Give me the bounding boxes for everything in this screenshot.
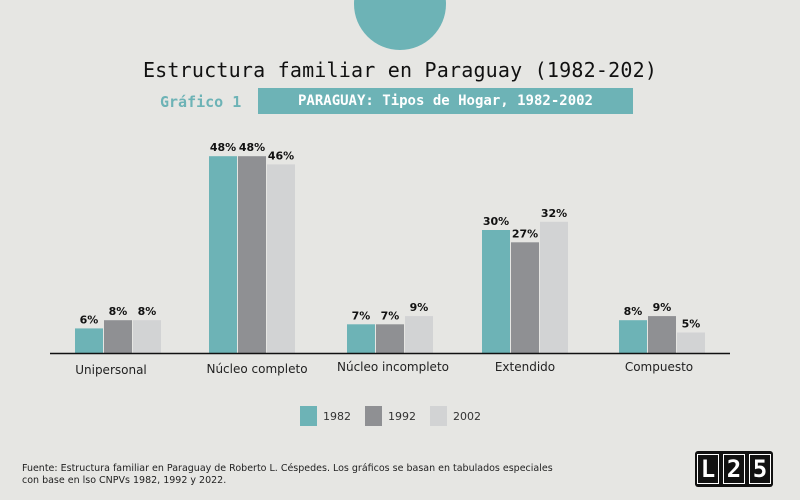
data-label-2002-2: 9% [410,301,429,314]
legend: 1982 1992 2002 [300,406,495,426]
data-label-2002-3: 32% [541,207,567,220]
source-line-1: Fuente: Estructura familiar en Paraguay … [22,463,553,474]
logo-char-2: 2 [723,454,745,484]
category-label-2: Núcleo incompleto [337,360,449,374]
category-label-0: Unipersonal [75,363,147,377]
legend-swatch-2002 [430,406,447,426]
graphic-number: Gráfico 1 [160,93,242,111]
legend-item-1982: 1982 [300,406,351,426]
bar-2002-1 [267,164,295,353]
bar-2002-4 [677,332,705,353]
bar-1982-2 [347,324,375,353]
data-label-1982-3: 30% [483,215,509,228]
bar-1982-3 [482,230,510,353]
source-note: Fuente: Estructura familiar en Paraguay … [22,463,582,487]
data-label-1992-3: 27% [512,227,538,240]
category-label-4: Compuesto [625,360,693,374]
category-label-3: Extendido [495,360,555,374]
data-label-2002-0: 8% [138,305,157,318]
logo-char-3: 5 [749,454,771,484]
chart-subtitle: PARAGUAY: Tipos de Hogar, 1982-2002 [258,88,633,114]
data-label-1982-0: 6% [80,313,99,326]
bar-1982-0 [75,328,103,353]
data-label-1982-4: 8% [624,305,643,318]
l25-logo: L 2 5 [695,451,773,487]
bar-1992-0 [104,320,132,353]
legend-item-2002: 2002 [430,406,481,426]
legend-swatch-1982 [300,406,317,426]
data-label-1992-1: 48% [239,141,265,154]
bar-1992-1 [238,156,266,353]
source-line-2: con base en lso CNPVs 1982, 1992 y 2022. [22,475,227,486]
logo-char-1: L [697,454,719,484]
legend-label-1992: 1992 [388,409,416,423]
bar-2002-2 [405,316,433,353]
bar-1982-4 [619,320,647,353]
legend-label-1982: 1982 [323,409,351,423]
bar-1982-1 [209,156,237,353]
bar-1992-2 [376,324,404,353]
data-label-1992-0: 8% [109,305,128,318]
data-label-2002-4: 5% [682,318,701,331]
bar-2002-3 [540,221,568,353]
legend-label-2002: 2002 [453,409,481,423]
data-label-1992-4: 9% [653,301,672,314]
bar-2002-0 [133,320,161,353]
chart-title: Estructura familiar en Paraguay (1982-20… [142,58,658,82]
bar-1992-4 [648,316,676,353]
bar-1992-3 [511,242,539,353]
data-label-1992-2: 7% [381,309,400,322]
legend-swatch-1992 [365,406,382,426]
data-label-1982-2: 7% [352,309,371,322]
data-label-2002-1: 46% [268,149,294,162]
category-label-1: Núcleo completo [206,362,307,376]
legend-item-1992: 1992 [365,406,416,426]
data-label-1982-1: 48% [210,141,236,154]
